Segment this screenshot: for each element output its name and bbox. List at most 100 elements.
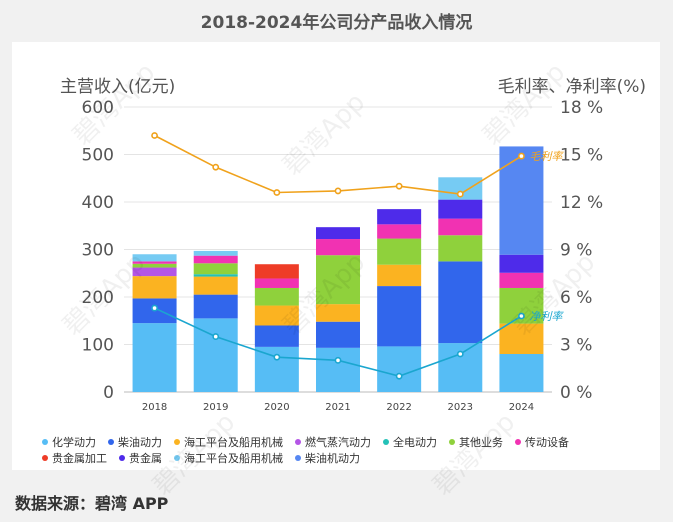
- rate-point: [151, 132, 158, 139]
- axes: 0 100 200 300 400 500 600 0 % 3 % 6 % 9 % 12 % 15 % 1…: [60, 77, 646, 413]
- legend-swatch: [119, 455, 125, 461]
- legend-swatch: [515, 439, 521, 445]
- y-right-tick-label: 12 %: [560, 193, 603, 213]
- bar-segment: [438, 218, 483, 236]
- chart-card: 毛利率 净利率 0 100 200 300 400 500 600 0 % 3 % 6 % 9 % 12…: [12, 42, 660, 470]
- rate-point: [212, 333, 220, 340]
- bar-segment: [316, 227, 360, 240]
- bar-segment: [438, 343, 483, 392]
- y-left-tick-label: 200: [82, 288, 114, 308]
- bar-segment: [132, 261, 177, 264]
- bar-segment: [377, 346, 422, 392]
- x-tick-label: 2019: [203, 402, 228, 413]
- y-right-tick-label: 6 %: [560, 288, 592, 308]
- bar-segment: [254, 287, 299, 306]
- chart-title: 2018-2024年公司分产品收入情况: [200, 13, 473, 33]
- legend-label: 柴油机动力: [305, 451, 360, 465]
- bar-segment: [438, 235, 483, 262]
- legend-label: 燃气蒸汽动力: [305, 435, 371, 449]
- y-right-axis-title: 毛利率、净利率(%): [498, 77, 646, 97]
- bar-segment: [254, 278, 299, 288]
- bar-segment: [193, 255, 238, 264]
- bar-segment: [377, 209, 422, 225]
- rate-point: [273, 353, 281, 361]
- legend-label: 传动设备: [525, 435, 569, 449]
- bar-segment: [499, 354, 544, 392]
- bar-segment: [499, 254, 544, 273]
- y-right-tick-label: 9 %: [560, 241, 592, 261]
- bar-segment: [316, 304, 360, 322]
- legend-swatch: [295, 439, 301, 445]
- bar-segment: [316, 255, 360, 305]
- bar-segment: [193, 294, 238, 319]
- bar-segment: [254, 264, 299, 279]
- rate-point: [456, 190, 464, 198]
- legend: 化学动力 柴油动力 海工平台及船用机械 燃气蒸汽动力 全电动力 其他业务 传动设备贵金属加工…: [42, 435, 569, 465]
- bar-segment: [499, 323, 544, 354]
- rate-point: [334, 356, 342, 364]
- rate-point: [212, 163, 220, 171]
- bar-segment: [438, 199, 483, 219]
- y-left-tick-label: 400: [82, 193, 114, 213]
- rate-line-label: 毛利率: [529, 150, 564, 163]
- bar-segment: [316, 239, 360, 256]
- bar-segment: [499, 272, 544, 288]
- rate-point: [395, 372, 403, 380]
- legend-swatch: [174, 455, 180, 461]
- rate-point: [334, 187, 342, 195]
- bar-segment: [377, 224, 422, 239]
- bar-segment: [254, 346, 299, 392]
- x-tick-label: 2021: [325, 402, 350, 413]
- bar-segment: [438, 177, 483, 200]
- bar-segment: [132, 263, 177, 268]
- legend-label: 海工平台及船用机械: [184, 435, 283, 449]
- bar-segment: [193, 318, 238, 392]
- bar-segment: [377, 264, 422, 287]
- y-left-tick-label: 0: [103, 383, 114, 403]
- rate-point: [151, 304, 158, 312]
- bar-segment: [254, 305, 299, 326]
- bar-segment: [132, 254, 177, 262]
- bar-segment: [377, 286, 422, 347]
- legend-label: 贵金属加工: [52, 451, 107, 465]
- bar-segment: [438, 261, 483, 344]
- legend-swatch: [42, 439, 48, 445]
- data-source: 数据来源：碧湾 APP: [15, 494, 169, 513]
- legend-swatch: [42, 455, 48, 461]
- bars: [132, 146, 544, 392]
- bar-segment: [132, 323, 177, 392]
- rate-point: [456, 350, 464, 358]
- legend-swatch: [295, 455, 301, 461]
- bar-segment: [193, 274, 238, 277]
- y-right-tick-label: 3 %: [560, 336, 592, 356]
- bar-segment: [132, 267, 177, 277]
- x-tick-label: 2020: [264, 402, 289, 413]
- legend-swatch: [108, 439, 114, 445]
- legend-swatch: [449, 439, 455, 445]
- rate-point: [518, 312, 525, 320]
- y-right-tick-label: 15 %: [560, 146, 603, 166]
- bar-segment: [254, 325, 299, 347]
- rate-point: [518, 152, 525, 160]
- x-tick-label: 2018: [142, 402, 167, 413]
- rate-point: [395, 182, 403, 190]
- y-left-tick-label: 600: [82, 98, 114, 118]
- y-left-tick-label: 500: [82, 146, 114, 166]
- bar-segment: [377, 238, 422, 265]
- legend-label: 贵金属: [129, 451, 162, 465]
- bar-segment: [316, 321, 360, 348]
- x-tick-label: 2022: [386, 402, 411, 413]
- x-tick-label: 2024: [509, 402, 534, 413]
- rate-point: [273, 189, 281, 196]
- legend-swatch: [383, 439, 389, 445]
- legend-label: 全电动力: [393, 435, 437, 449]
- bar-segment: [193, 276, 238, 295]
- bar-segment: [316, 347, 360, 392]
- x-tick-label: 2023: [448, 402, 473, 413]
- bar-segment: [132, 276, 177, 299]
- y-left-axis-title: 主营收入(亿元): [60, 77, 175, 97]
- legend-swatch: [174, 439, 180, 445]
- legend-label: 其他业务: [459, 436, 503, 449]
